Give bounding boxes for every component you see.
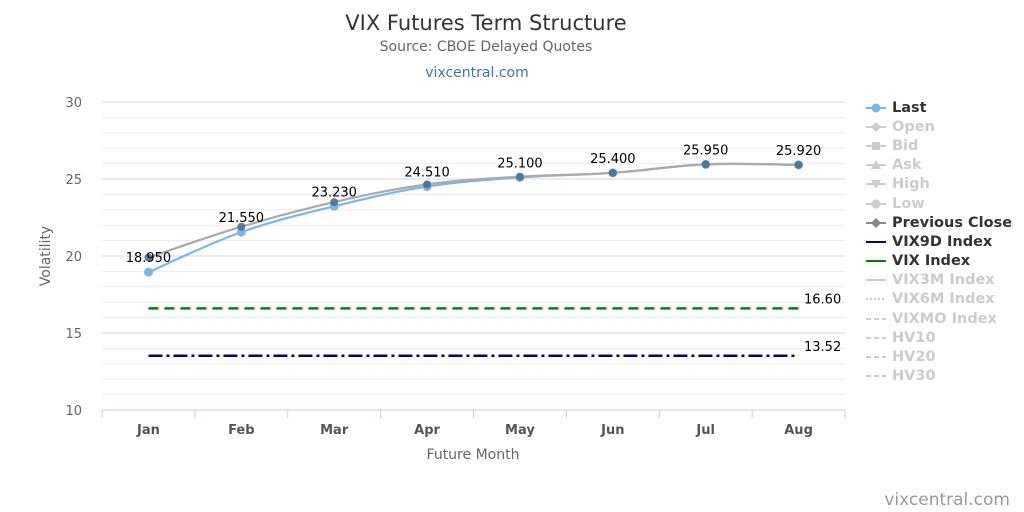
x-tick-label: Feb [228,423,254,438]
legend-label: Low [892,195,925,212]
legend-item-vix9d-index[interactable]: VIX9D Index [866,232,1016,251]
legend-symbol-icon [866,375,886,378]
futures-series [143,159,804,277]
grid-lines [102,101,845,411]
data-point-previous-close [144,253,153,262]
data-label: 24.510 [404,166,450,181]
data-label: 18.950 [126,251,172,266]
x-tick-label: Jun [600,423,624,438]
source-link[interactable]: vixcentral.com [425,65,528,81]
series-line-previous-close [148,162,799,259]
data-point-previous-close [237,222,246,231]
legend-symbol-icon [866,141,886,150]
legend-item-last[interactable]: Last [866,98,1016,117]
legend-item-bid[interactable]: Bid [866,136,1016,155]
y-tick-label: 30 [65,96,82,111]
chart-title: VIX Futures Term Structure [345,11,626,35]
data-point-previous-close [423,180,432,189]
x-tick-label: Jan [136,423,160,438]
legend-label: Ask [892,157,922,174]
legend-symbol-icon [866,103,886,113]
legend-item-vix6m-index[interactable]: VIX6M Index [866,290,1016,309]
legend-label: VIXMO Index [892,310,997,327]
data-label: 21.550 [219,211,265,226]
x-tick-label: Mar [320,423,349,438]
index-value-label: 13.52 [804,340,841,355]
data-point-previous-close [794,160,803,169]
legend-label: VIX9D Index [892,233,993,250]
legend-label: VIX Index [892,253,971,270]
legend-item-previous-close[interactable]: Previous Close [866,213,1016,232]
legend-symbol-icon [866,240,886,243]
legend-item-high[interactable]: High [866,175,1016,194]
index-lines [148,307,799,358]
data-point-previous-close [330,198,339,207]
legend-label: VIX3M Index [892,272,995,289]
x-axis: Jan Feb Mar Apr May Jun Jul Aug [101,410,846,438]
data-label: 25.950 [683,143,729,158]
legend-item-low[interactable]: Low [866,194,1016,213]
x-axis-title: Future Month [427,447,520,463]
legend-symbol-icon [866,160,886,170]
chart-subtitle: Source: CBOE Delayed Quotes [380,39,593,55]
y-tick-label: 10 [65,404,82,419]
legend-label: HV10 [892,329,936,346]
data-label: 25.100 [497,156,543,171]
legend-symbol-icon [866,121,886,132]
legend-symbol-icon [866,279,886,282]
legend-item-vix-index[interactable]: VIX Index [866,252,1016,271]
x-tick-label: Jul [695,423,715,438]
y-axis: 10 15 20 25 30 [65,96,82,419]
legend-symbol-icon [866,317,886,320]
data-label: 25.400 [590,152,636,167]
y-tick-label: 20 [65,250,82,265]
legend-symbol-icon [866,336,886,339]
x-tick-label: May [505,423,535,438]
watermark: vixcentral.com [884,490,1010,510]
legend-symbol-icon [866,356,886,359]
data-point-previous-close [515,172,524,181]
y-tick-label: 15 [65,327,82,342]
legend-symbol-icon [866,199,886,209]
index-value-label: 16.60 [804,292,841,307]
legend-item-vixmo-index[interactable]: VIXMO Index [866,309,1016,328]
legend-label: High [892,176,930,193]
legend-label: HV20 [892,349,936,366]
legend-symbol-icon [866,298,886,301]
legend-label: Last [892,99,927,116]
legend-item-vix3m-index[interactable]: VIX3M Index [866,271,1016,290]
data-label: 25.920 [776,144,822,159]
chart-legend: Last Open Bid Ask High Low Previous Close VIX9D… [866,98,1016,386]
legend-symbol-icon [866,260,886,263]
x-tick-label: Apr [414,423,440,438]
legend-label: Bid [892,137,919,154]
legend-item-hv10[interactable]: HV10 [866,328,1016,347]
data-point-last [143,267,153,277]
y-axis-title: Volatility [38,226,54,286]
y-tick-label: 25 [65,173,82,188]
legend-symbol-icon [866,180,886,190]
legend-item-hv30[interactable]: HV30 [866,367,1016,386]
legend-item-open[interactable]: Open [866,117,1016,136]
x-tick-label: Aug [784,423,813,438]
legend-item-hv20[interactable]: HV20 [866,347,1016,366]
data-label: 23.230 [311,185,357,200]
legend-label: VIX6M Index [892,291,995,308]
legend-label: HV30 [892,368,936,385]
data-labels: 18.950 21.550 23.230 24.510 25.100 25.400 25.9… [126,143,842,354]
legend-symbol-icon [866,217,886,228]
data-point-previous-close [701,160,710,169]
legend-label: Previous Close [892,214,1013,231]
data-point-previous-close [608,168,617,177]
legend-item-ask[interactable]: Ask [866,156,1016,175]
legend-label: Open [892,118,935,135]
